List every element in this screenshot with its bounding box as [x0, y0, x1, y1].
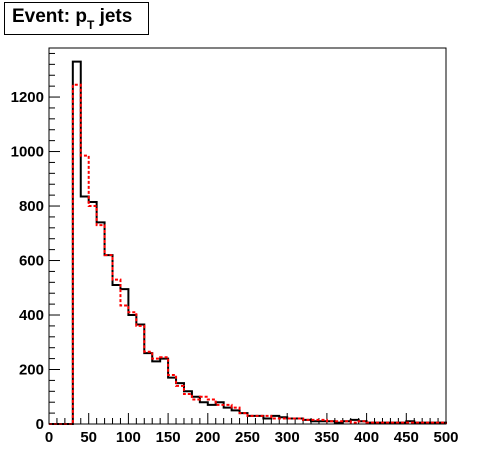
x-tick-label: 100: [116, 429, 141, 446]
x-tick-label: 500: [433, 429, 458, 446]
x-tick-label: 350: [314, 429, 339, 446]
chart-title: Event: pT jets: [12, 6, 133, 32]
x-tick-label: 250: [235, 429, 260, 446]
y-tick-label: 600: [19, 253, 44, 270]
series-line-1: [49, 83, 447, 425]
chart-title-prefix: Event: p: [12, 6, 87, 27]
y-tick-label: 0: [36, 416, 44, 433]
y-tick-label: 400: [19, 307, 44, 324]
series-line-0: [49, 60, 447, 425]
x-axis-ticks: 0 50 100 150 200 250 300 350 400 450 500: [45, 413, 459, 446]
plot-frame: [48, 47, 447, 425]
y-axis-ticks: 0 200 400 600 800 1000 1200: [11, 52, 60, 433]
y-tick-label: 1000: [11, 144, 44, 161]
chart-title-subscript: T: [86, 18, 95, 32]
y-tick-label: 800: [19, 198, 44, 215]
chart-title-box: Event: pT jets: [4, 2, 149, 35]
x-tick-label: 450: [394, 429, 419, 446]
x-tick-label: 200: [195, 429, 220, 446]
series-layer: [49, 60, 447, 425]
y-tick-label: 1200: [11, 89, 44, 106]
x-tick-label: 400: [354, 429, 379, 446]
chart-title-suffix: jets: [94, 6, 133, 27]
x-tick-label: 0: [45, 429, 53, 446]
x-tick-label: 150: [156, 429, 181, 446]
x-tick-label: 50: [80, 429, 97, 446]
x-tick-label: 300: [275, 429, 300, 446]
y-tick-label: 200: [19, 362, 44, 379]
